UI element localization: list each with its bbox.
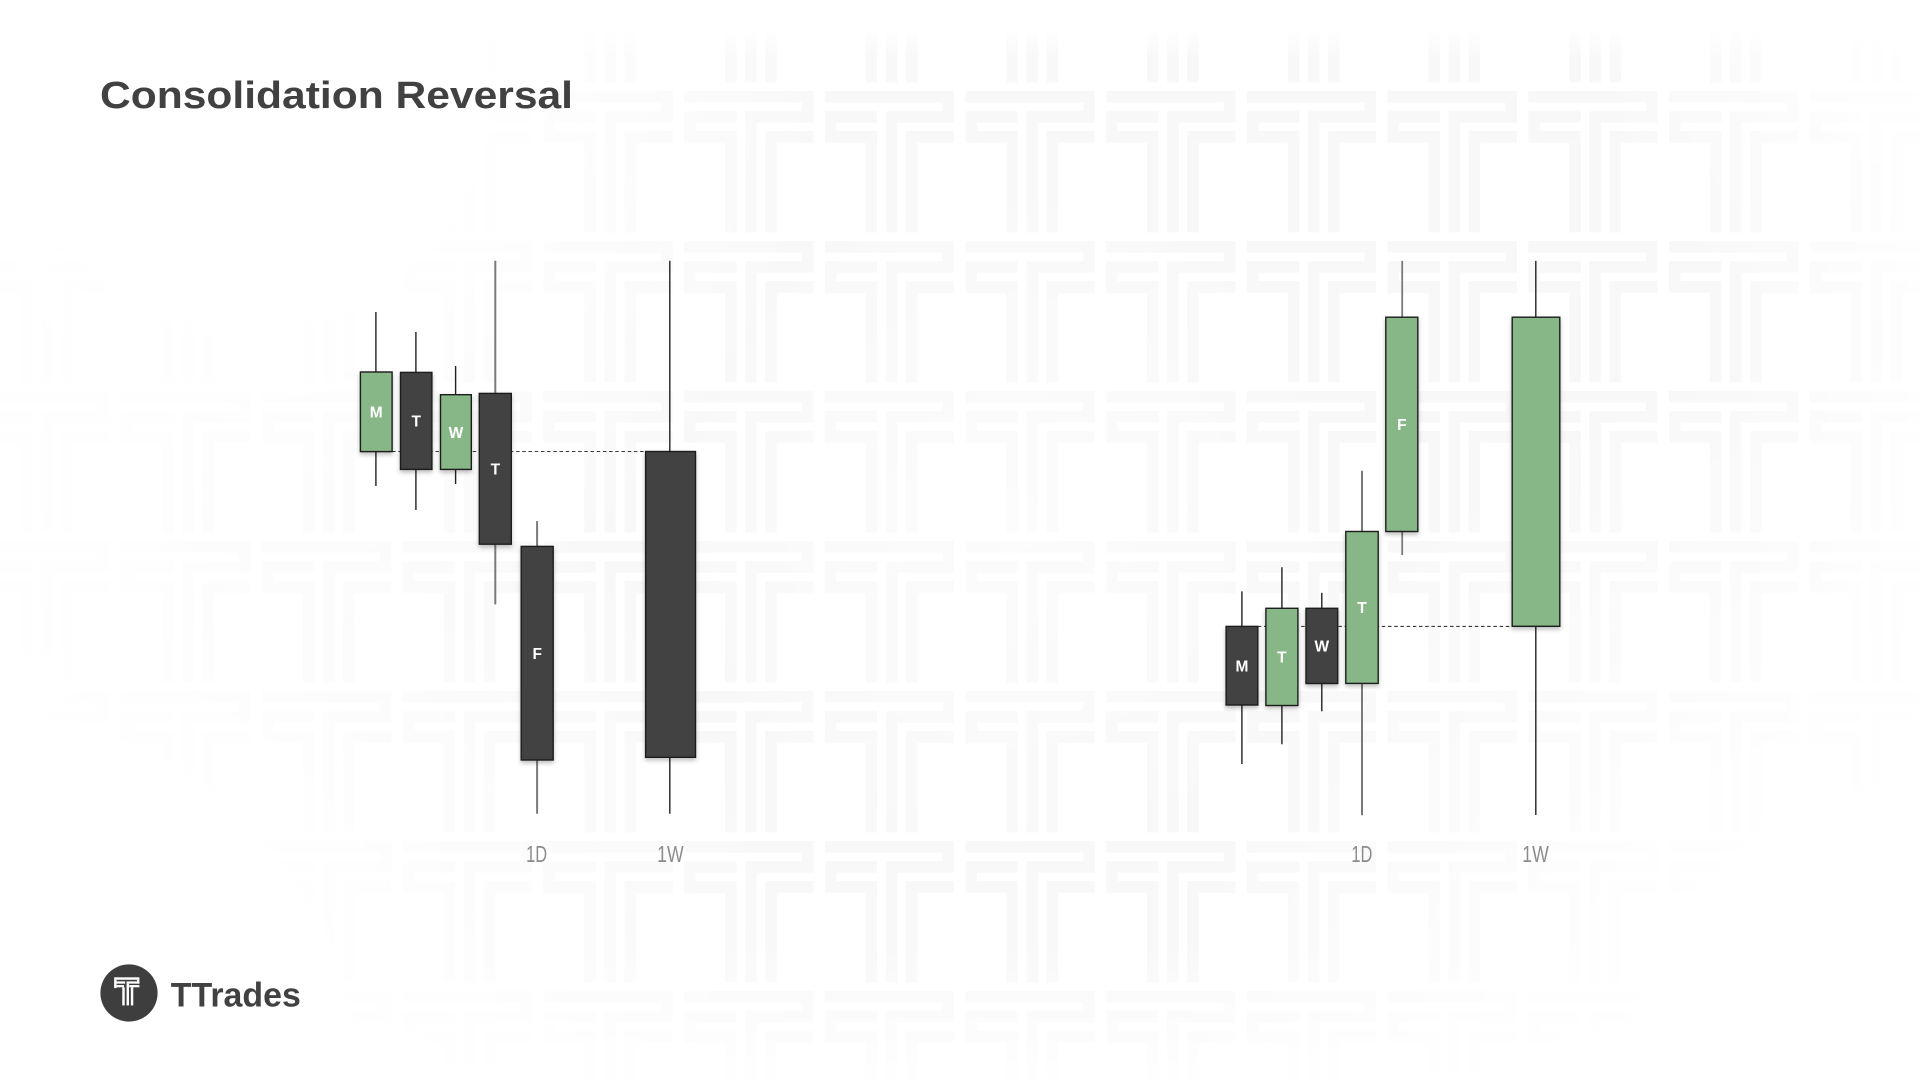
svg-text:TTrades: TTrades xyxy=(171,977,301,1015)
svg-text:F: F xyxy=(532,646,541,663)
svg-text:M: M xyxy=(1235,659,1248,676)
svg-text:Consolidation Reversal: Consolidation Reversal xyxy=(100,75,573,117)
svg-text:T: T xyxy=(411,414,421,431)
svg-text:W: W xyxy=(449,425,464,442)
svg-text:1D: 1D xyxy=(526,841,547,867)
svg-text:1W: 1W xyxy=(657,841,684,867)
svg-text:1W: 1W xyxy=(1522,841,1549,867)
svg-text:W: W xyxy=(1314,639,1329,656)
svg-text:T: T xyxy=(1357,600,1367,617)
svg-text:T: T xyxy=(491,462,501,479)
svg-text:F: F xyxy=(1397,417,1406,434)
svg-text:1D: 1D xyxy=(1351,841,1372,867)
svg-text:T: T xyxy=(1277,650,1287,667)
svg-text:M: M xyxy=(370,405,383,422)
